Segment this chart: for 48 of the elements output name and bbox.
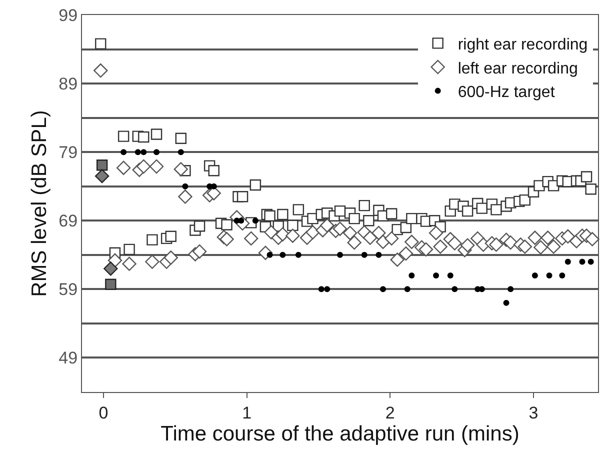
legend-label: right ear recording	[458, 36, 588, 54]
point	[120, 149, 127, 156]
point	[134, 149, 141, 156]
point	[361, 252, 368, 258]
point	[178, 149, 184, 156]
point	[318, 286, 324, 292]
point	[154, 149, 160, 156]
point	[376, 252, 382, 258]
point	[447, 272, 454, 278]
point	[579, 258, 586, 265]
y-tick-label: 49	[58, 348, 78, 368]
y-tick-label: 59	[58, 280, 78, 300]
x-tick-label: 2	[385, 403, 395, 422]
point	[508, 286, 514, 292]
point	[337, 252, 343, 258]
legend-label: 600-Hz target	[458, 84, 556, 102]
point	[295, 252, 302, 258]
point	[94, 168, 110, 184]
point	[452, 286, 458, 292]
point	[503, 300, 510, 306]
y-tick-label: 99	[58, 6, 78, 25]
point	[280, 252, 286, 258]
y-axis-title: RMS level (dB SPL)	[28, 110, 51, 297]
point	[532, 272, 538, 278]
point	[546, 272, 552, 278]
point	[266, 252, 273, 258]
x-tick-label: 3	[528, 403, 538, 422]
point	[380, 286, 386, 292]
point	[252, 218, 258, 224]
point	[182, 183, 188, 190]
point	[404, 286, 410, 292]
point	[324, 286, 330, 292]
point	[433, 272, 440, 278]
point	[140, 149, 147, 156]
point	[104, 262, 118, 276]
point	[588, 258, 594, 265]
y-tick-label: 69	[58, 212, 78, 231]
point	[96, 160, 108, 171]
y-tick-label: 89	[58, 74, 78, 94]
x-axis-title: Time course of the adaptive run (mins)	[160, 422, 520, 446]
point	[559, 272, 566, 278]
point	[564, 258, 571, 265]
y-tick-label: 79	[58, 143, 78, 162]
point	[408, 272, 415, 278]
point	[105, 278, 116, 290]
legend-label: left ear recording	[458, 60, 578, 78]
x-tick-label: 1	[242, 403, 252, 422]
x-tick-label: 0	[98, 403, 108, 422]
